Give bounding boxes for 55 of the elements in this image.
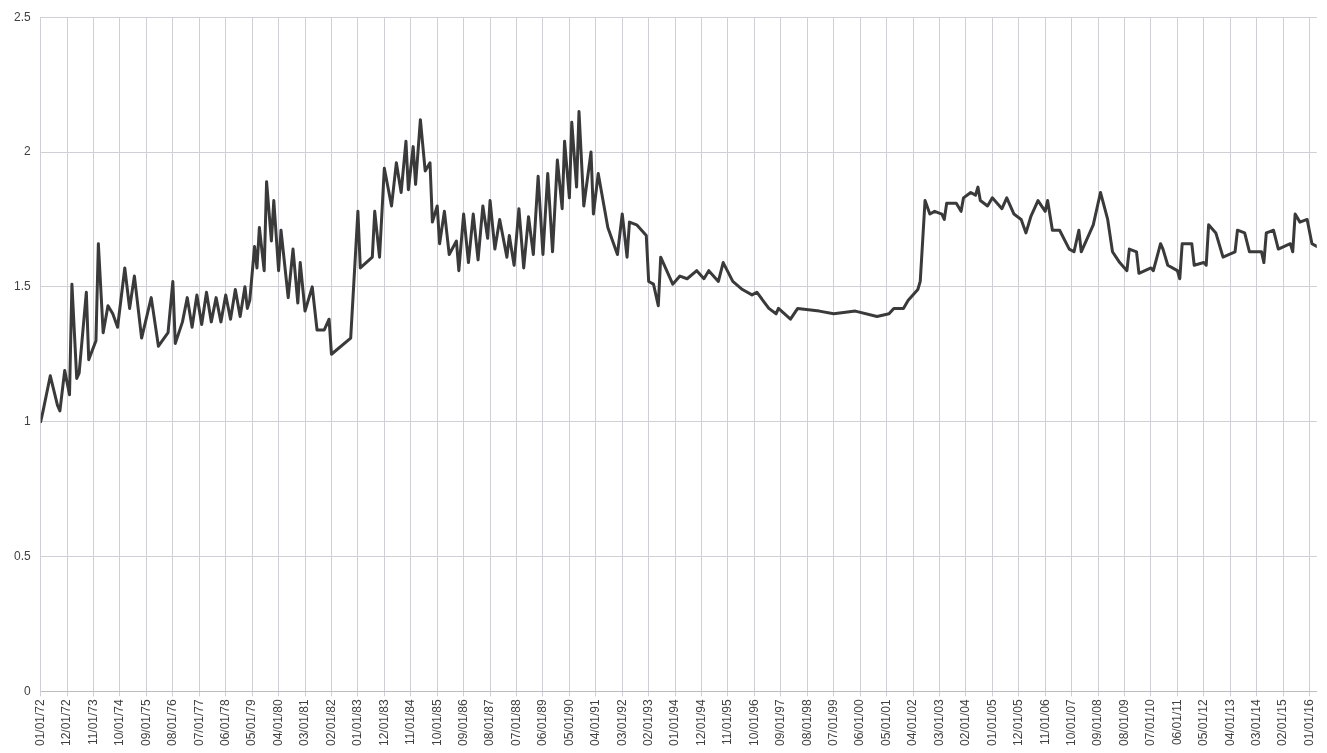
x-tick-label: 03/01/03 bbox=[931, 698, 946, 747]
x-tick-label: 07/01/99 bbox=[826, 698, 841, 747]
x-tick-label: 12/01/72 bbox=[59, 698, 74, 747]
x-tick-label: 02/01/93 bbox=[641, 698, 655, 747]
x-tick-label: 11/01/73 bbox=[85, 698, 100, 746]
x-tick-label: 08/01/98 bbox=[799, 698, 814, 747]
x-tick-label: 02/01/15 bbox=[1275, 698, 1290, 747]
x-tick-label: 05/01/01 bbox=[878, 698, 893, 747]
x-tick-label: 12/01/83 bbox=[376, 698, 391, 747]
x-tick-label: 12/01/05 bbox=[1011, 698, 1026, 747]
y-tick-label: 2.5 bbox=[13, 9, 31, 24]
x-tick-label: 06/01/00 bbox=[852, 698, 867, 747]
x-tick-label: 06/01/11 bbox=[1169, 698, 1184, 746]
x-tick-label: 08/01/09 bbox=[1116, 698, 1131, 747]
y-tick-label: 1.5 bbox=[13, 279, 31, 294]
x-tick-label: 09/01/86 bbox=[455, 698, 470, 747]
x-tick-label: 04/01/02 bbox=[905, 698, 920, 747]
x-tick-label: 01/01/72 bbox=[32, 698, 47, 747]
x-tick-label: 07/01/77 bbox=[191, 698, 206, 747]
x-tick-label: 01/01/05 bbox=[984, 698, 999, 747]
x-tick-label: 06/01/89 bbox=[535, 698, 550, 747]
y-tick-label: 0.5 bbox=[13, 548, 31, 563]
x-tick-label: 12/01/94 bbox=[693, 698, 708, 747]
x-tick-label: 11/01/06 bbox=[1037, 698, 1052, 746]
x-tick-label: 03/01/81 bbox=[297, 698, 312, 747]
y-tick-label: 2 bbox=[23, 144, 31, 159]
x-tick-label: 07/01/88 bbox=[508, 698, 523, 747]
x-tick-label: 01/01/94 bbox=[667, 698, 682, 747]
x-tick-label: 11/01/95 bbox=[720, 698, 735, 746]
x-tick-label: 04/01/91 bbox=[588, 698, 603, 747]
x-tick-label: 05/01/90 bbox=[561, 698, 576, 747]
x-tick-label: 03/01/92 bbox=[614, 698, 629, 747]
x-tick-label: 04/01/80 bbox=[270, 698, 285, 747]
x-tick-label: 08/01/87 bbox=[482, 698, 497, 747]
x-tick-label: 10/01/96 bbox=[746, 698, 761, 747]
x-tick-label: 10/01/07 bbox=[1063, 698, 1078, 747]
x-tick-label: 01/01/16 bbox=[1301, 698, 1316, 747]
x-tick-label: 02/01/82 bbox=[323, 698, 338, 747]
x-tick-label: 02/01/04 bbox=[958, 698, 973, 747]
x-tick-label: 11/01/84 bbox=[403, 698, 418, 746]
x-tick-label: 08/01/76 bbox=[165, 698, 180, 747]
x-tick-label: 03/01/14 bbox=[1249, 698, 1263, 747]
x-tick-label: 04/01/13 bbox=[1222, 698, 1237, 747]
y-tick-label: 0 bbox=[23, 683, 31, 698]
x-tick-label: 06/01/78 bbox=[218, 698, 233, 747]
x-tick-label: 05/01/79 bbox=[244, 698, 259, 747]
x-tick-label: 09/01/75 bbox=[138, 698, 153, 747]
x-tick-label: 07/01/10 bbox=[1143, 698, 1158, 747]
x-tick-label: 10/01/85 bbox=[429, 698, 444, 747]
x-tick-label: 09/01/08 bbox=[1090, 698, 1105, 747]
x-tick-label: 01/01/83 bbox=[350, 698, 365, 747]
x-tick-label: 10/01/74 bbox=[112, 698, 127, 747]
y-tick-label: 1 bbox=[23, 413, 31, 428]
x-tick-label: 05/01/12 bbox=[1196, 698, 1211, 747]
x-tick-label: 09/01/97 bbox=[773, 698, 788, 747]
